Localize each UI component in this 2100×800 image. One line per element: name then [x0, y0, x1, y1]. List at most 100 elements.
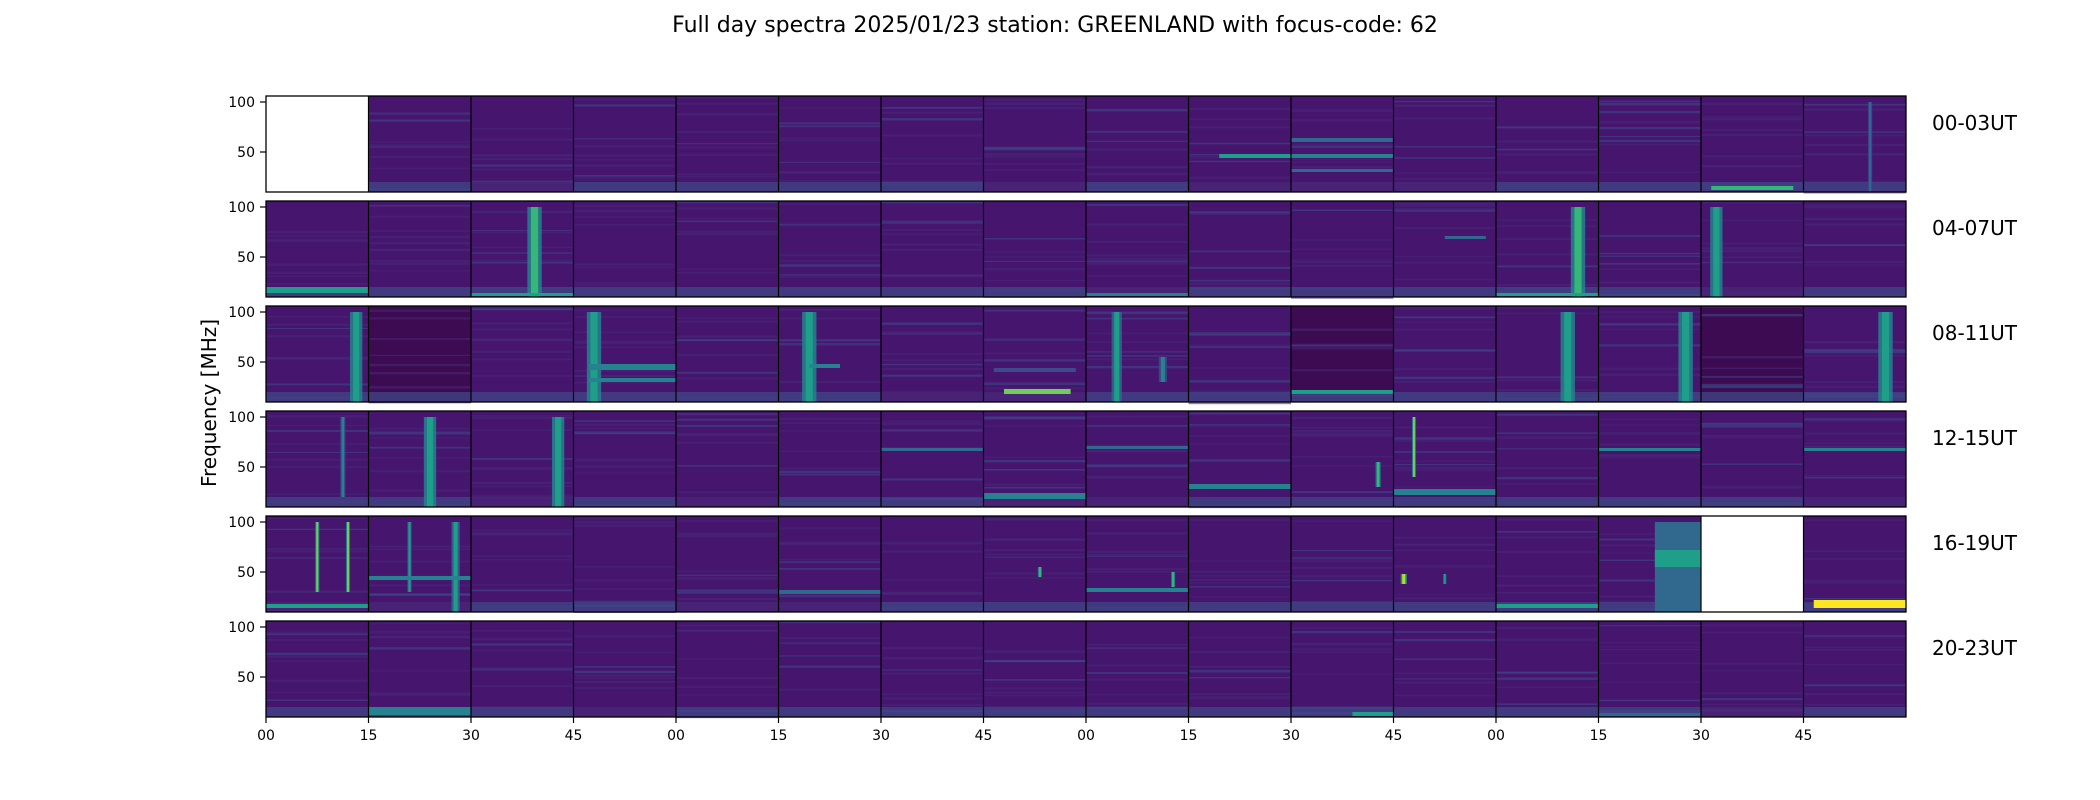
low-freq-band	[1598, 182, 1701, 192]
noise-line	[471, 246, 574, 248]
noise-line	[881, 162, 984, 165]
noise-line	[368, 670, 471, 672]
noise-line	[1803, 475, 1906, 477]
noise-line	[266, 323, 369, 326]
noise-line	[881, 201, 984, 204]
noise-line	[471, 153, 574, 157]
x-tick-label: 00	[1487, 728, 1505, 744]
noise-line	[368, 144, 471, 146]
spectrum-panel	[676, 306, 779, 402]
spectrum-panel	[983, 516, 1086, 612]
noise-line	[778, 107, 881, 109]
spectrum-background	[368, 96, 471, 192]
low-freq-band	[881, 392, 984, 402]
noise-line	[573, 666, 676, 668]
spectrum-panel	[1393, 516, 1496, 612]
noise-line	[1803, 634, 1906, 637]
noise-line	[1393, 256, 1496, 258]
noise-line	[368, 694, 471, 696]
low-freq-band	[778, 707, 881, 717]
noise-line	[573, 375, 676, 377]
low-freq-band	[881, 602, 984, 612]
radio-burst-core	[1574, 207, 1582, 297]
spectrum-panel	[368, 96, 471, 192]
low-freq-band	[368, 497, 471, 507]
spectrum-background	[1496, 96, 1599, 192]
noise-line	[1701, 463, 1804, 465]
noise-line	[1496, 237, 1599, 240]
noise-line	[1188, 560, 1291, 562]
noise-line	[676, 520, 779, 522]
noise-line	[1086, 148, 1189, 151]
noise-line	[1598, 367, 1701, 370]
noise-line	[1496, 466, 1599, 470]
noise-line	[676, 570, 779, 572]
noise-line	[983, 381, 1086, 384]
spectrum-background	[1496, 306, 1599, 402]
low-freq-band	[1598, 707, 1701, 717]
noise-line	[1701, 201, 1804, 204]
spectrum-panel	[266, 621, 369, 717]
noise-line	[1393, 565, 1496, 568]
emission-band	[266, 604, 369, 608]
noise-line	[1598, 595, 1701, 598]
spectrum-panel	[676, 201, 779, 297]
noise-line	[983, 553, 1086, 556]
row-time-label: 08-11UT	[1932, 321, 2018, 345]
noise-line	[471, 322, 574, 325]
noise-line	[1291, 248, 1394, 250]
noise-line	[1803, 432, 1906, 435]
noise-line	[778, 450, 881, 452]
radio-burst-core	[353, 312, 360, 402]
noise-line	[676, 491, 779, 494]
noise-line	[1803, 598, 1906, 600]
noise-line	[1701, 423, 1804, 426]
noise-line	[1393, 631, 1496, 633]
noise-line	[471, 629, 574, 632]
noise-line	[881, 704, 984, 706]
noise-line	[1086, 568, 1189, 571]
low-freq-band	[881, 497, 984, 507]
noise-line	[983, 486, 1086, 489]
noise-line	[368, 692, 471, 695]
noise-line	[1188, 390, 1291, 393]
spectrum-background	[368, 201, 471, 297]
x-tick-label: 15	[770, 728, 788, 744]
noise-line	[983, 260, 1086, 262]
spectrum-background	[1393, 621, 1496, 717]
noise-line	[368, 354, 471, 357]
noise-line	[1598, 120, 1701, 124]
spectrum-background	[368, 306, 471, 402]
emission-band	[1393, 489, 1496, 495]
noise-line	[1701, 117, 1804, 121]
low-freq-band	[1188, 392, 1291, 402]
noise-line	[471, 668, 574, 671]
noise-line	[1598, 559, 1701, 562]
spectrum-panel	[778, 516, 881, 612]
noise-line	[471, 458, 574, 460]
noise-line	[1086, 257, 1189, 260]
low-freq-band	[778, 497, 881, 507]
noise-line	[676, 230, 779, 233]
noise-line	[676, 146, 779, 149]
noise-line	[1393, 469, 1496, 472]
noise-line	[1086, 702, 1189, 705]
noise-line	[368, 427, 471, 430]
noise-line	[1598, 255, 1701, 257]
spectrum-panel	[368, 411, 471, 507]
spectrum-background	[881, 96, 984, 192]
noise-line	[676, 271, 779, 274]
noise-line	[1598, 323, 1701, 326]
spectrum-panel	[1598, 411, 1701, 507]
low-freq-band	[573, 392, 676, 402]
noise-line	[1701, 355, 1804, 359]
noise-line	[573, 674, 676, 677]
spectrum-panel	[471, 201, 574, 297]
noise-line	[1291, 673, 1394, 675]
spectrum-panel	[1598, 201, 1701, 297]
noise-line	[368, 112, 471, 115]
row-time-label: 04-07UT	[1932, 216, 2018, 240]
noise-line	[983, 456, 1086, 458]
noise-line	[471, 180, 574, 183]
emission-band	[1188, 484, 1291, 489]
